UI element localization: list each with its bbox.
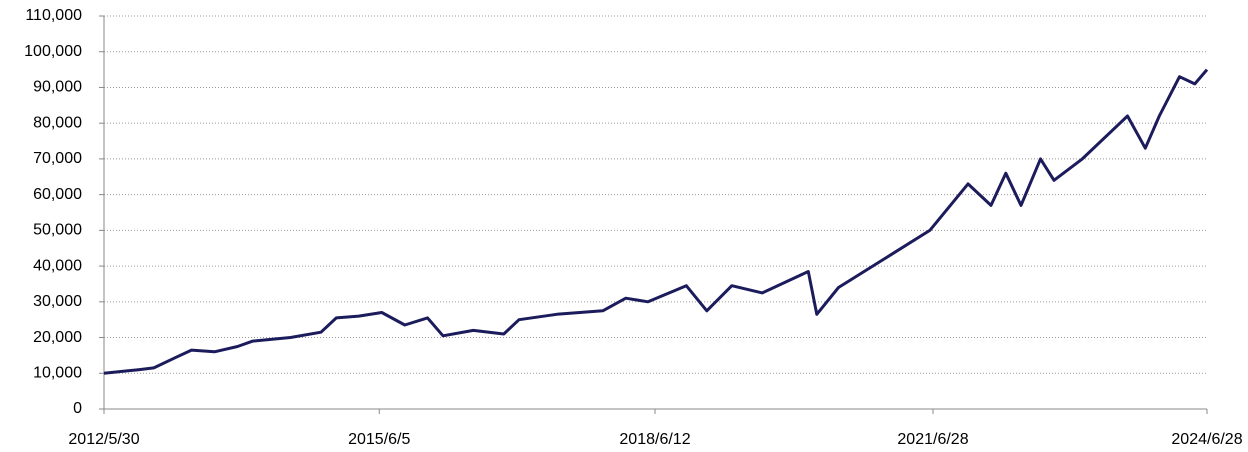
- x-tick-label: 2015/6/5: [348, 431, 410, 448]
- y-tick-label: 60,000: [33, 186, 82, 203]
- x-tick-label: 2024/6/28: [1171, 431, 1242, 448]
- y-tick-label: 40,000: [33, 257, 82, 274]
- y-tick-label: 20,000: [33, 329, 82, 346]
- y-tick-label: 50,000: [33, 222, 82, 239]
- chart: 0 10,000 20,000 30,000 40,000 50,000 60,000 70,…: [0, 0, 1248, 452]
- y-tick-label: 80,000: [33, 114, 82, 131]
- y-tick-label: 0: [73, 400, 82, 417]
- y-tick-label: 10,000: [33, 364, 82, 381]
- x-tick-label: 2012/5/30: [68, 431, 139, 448]
- line-series: [104, 70, 1207, 374]
- y-tick-label: 90,000: [33, 79, 82, 96]
- x-tick-label: 2021/6/28: [897, 431, 968, 448]
- y-tick-label: 70,000: [33, 150, 82, 167]
- y-tick-label: 100,000: [24, 43, 82, 60]
- y-tick-label: 110,000: [25, 7, 82, 24]
- y-tick-label: 30,000: [33, 293, 82, 310]
- x-tick-label: 2018/6/12: [619, 431, 690, 448]
